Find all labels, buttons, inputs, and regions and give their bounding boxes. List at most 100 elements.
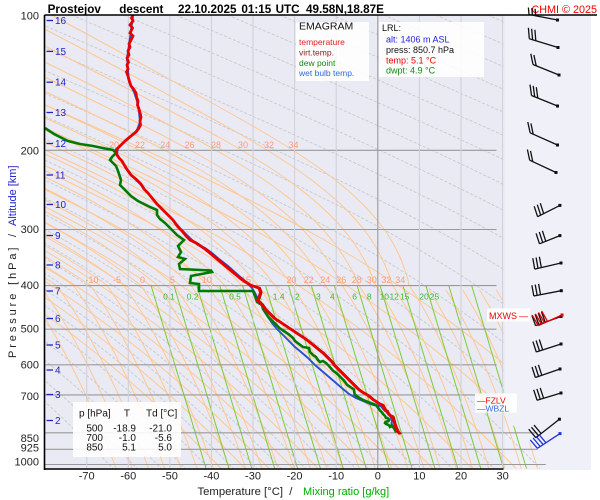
svg-text:6: 6 [352,292,357,302]
svg-text:30: 30 [238,140,248,150]
svg-text:700: 700 [21,391,39,403]
svg-text:500: 500 [86,424,103,435]
svg-text:alt: 1406 m ASL: alt: 1406 m ASL [386,35,450,45]
svg-text:10: 10 [55,200,67,211]
svg-text:-5: -5 [113,275,121,285]
svg-text:2: 2 [295,292,300,302]
svg-text:press: 850.7 hPa: press: 850.7 hPa [386,45,454,55]
svg-text:-10: -10 [85,275,98,285]
svg-text:Prostejov: Prostejov [48,3,102,16]
svg-text:700: 700 [86,433,103,444]
svg-text:-50: -50 [162,471,178,483]
svg-text:Pressure [hPa]: Pressure [hPa] [7,245,19,358]
svg-text:10: 10 [380,292,390,302]
svg-text:14: 14 [55,78,67,89]
svg-text:Td [°C]: Td [°C] [146,409,177,420]
svg-text:-1.0: -1.0 [119,433,137,444]
svg-text:-21.0: -21.0 [149,424,172,435]
svg-text:49.58N,18.87E: 49.58N,18.87E [306,3,384,16]
svg-text:T: T [124,409,130,420]
svg-text:0.2: 0.2 [187,292,199,302]
svg-text:LRL:: LRL: [382,23,401,33]
svg-text:12: 12 [389,292,399,302]
svg-text:20: 20 [455,471,467,483]
svg-text:30: 30 [496,471,508,483]
svg-text:22: 22 [135,140,145,150]
svg-text:dwpt: 4.9 °C: dwpt: 4.9 °C [386,66,436,76]
svg-text:Altitude [km]: Altitude [km] [7,165,19,226]
svg-text:300: 300 [21,224,39,236]
svg-text:4: 4 [55,366,61,377]
svg-text:0: 0 [140,275,145,285]
svg-text:22.10.2025: 22.10.2025 [178,3,237,16]
svg-text:100: 100 [21,11,39,23]
svg-text:20: 20 [286,275,296,285]
svg-text:—FZLV: —FZLV [477,396,506,406]
svg-text:-10: -10 [328,471,344,483]
svg-text:25: 25 [430,292,440,302]
svg-text:5.0: 5.0 [158,443,172,454]
svg-text:—WBZL: —WBZL [477,404,509,414]
svg-text:0.5: 0.5 [229,292,241,302]
svg-text:24: 24 [320,275,330,285]
svg-text:Temperature [°C] /: Temperature [°C] / [198,486,294,498]
svg-text:-60: -60 [120,471,136,483]
svg-text:MXWS: MXWS [489,311,517,321]
svg-text:—: — [519,311,528,321]
svg-text:20: 20 [419,292,429,302]
svg-text:Mixing ratio [g/kg]: Mixing ratio [g/kg] [303,486,389,498]
svg-text:wet bulb temp.: wet bulb temp. [298,68,354,78]
svg-text:01:15: 01:15 [241,3,271,16]
svg-text:10: 10 [202,275,212,285]
svg-text:16: 16 [55,16,67,27]
svg-text:500: 500 [21,324,39,336]
svg-text:-30: -30 [245,471,261,483]
svg-text:850: 850 [21,433,39,445]
svg-text:-20: -20 [287,471,303,483]
svg-text:26: 26 [336,275,346,285]
svg-text:-70: -70 [79,471,95,483]
svg-text:34: 34 [395,275,405,285]
svg-text:28: 28 [211,140,221,150]
svg-text:200: 200 [21,145,39,157]
svg-text:8: 8 [55,261,61,272]
svg-text:1000: 1000 [15,457,39,469]
svg-text:UTC: UTC [276,3,301,16]
svg-text:0.1: 0.1 [163,292,175,302]
svg-text:dew point: dew point [299,58,336,68]
svg-text:3: 3 [316,292,321,302]
svg-text:CHMI © 2025: CHMI © 2025 [531,4,597,16]
svg-text:virt.temp.: virt.temp. [299,48,334,58]
svg-text:8: 8 [367,292,372,302]
svg-text:15: 15 [400,292,410,302]
svg-text:22: 22 [304,275,314,285]
svg-text:24: 24 [160,140,170,150]
svg-text:/: / [7,233,19,237]
svg-text:5.1: 5.1 [122,443,136,454]
svg-text:p [hPa]: p [hPa] [79,409,111,420]
svg-text:2: 2 [55,416,61,427]
svg-text:9: 9 [55,231,61,242]
svg-text:10: 10 [413,471,425,483]
svg-text:temp: 5.1 °C: temp: 5.1 °C [386,56,437,66]
svg-text:-5.6: -5.6 [155,433,173,444]
svg-text:EMAGRAM: EMAGRAM [299,21,353,33]
svg-text:925: 925 [21,443,39,455]
svg-text:600: 600 [21,360,39,372]
svg-text:temperature: temperature [299,37,345,47]
svg-text:3: 3 [55,390,61,401]
svg-text:28: 28 [352,275,362,285]
svg-text:5: 5 [55,341,61,352]
svg-text:26: 26 [184,140,194,150]
svg-text:15: 15 [55,47,67,58]
svg-text:13: 13 [55,108,67,119]
svg-text:32: 32 [264,140,274,150]
svg-text:4: 4 [330,292,335,302]
svg-text:0: 0 [375,471,381,483]
svg-text:32: 32 [381,275,391,285]
svg-text:11: 11 [55,171,66,182]
svg-text:30: 30 [367,275,377,285]
svg-text:34: 34 [288,140,298,150]
svg-text:850: 850 [86,443,103,454]
svg-text:1.4: 1.4 [273,292,285,302]
